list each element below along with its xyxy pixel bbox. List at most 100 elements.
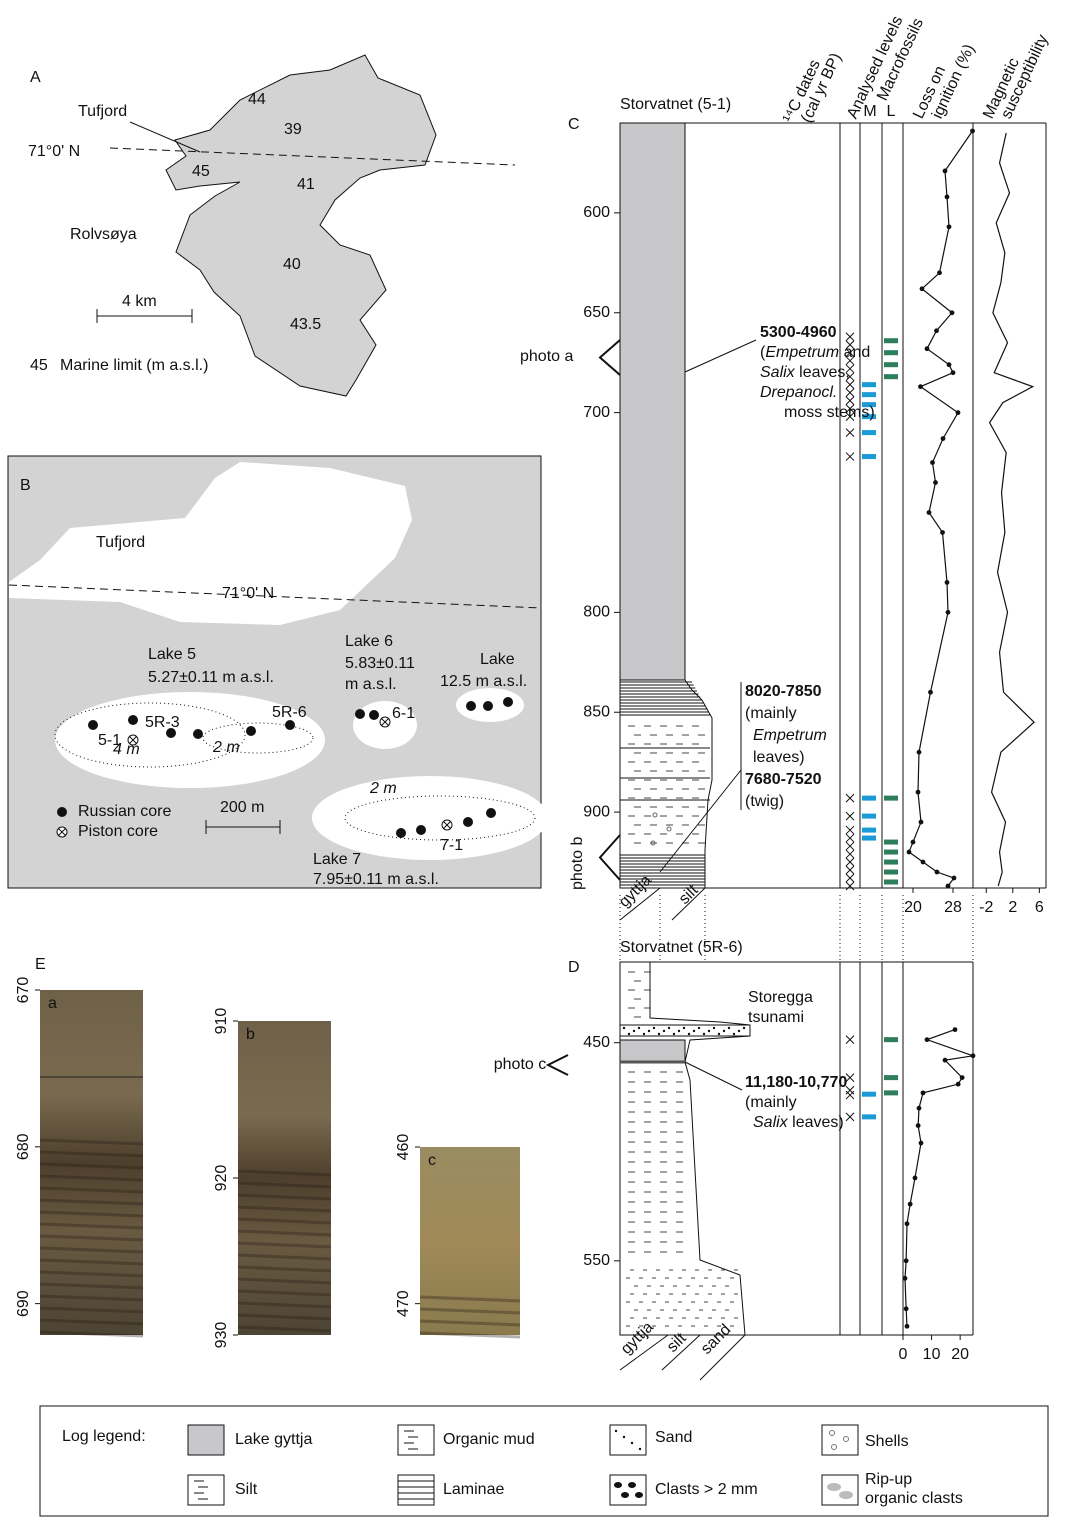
depth-tick-label: 850 [583, 703, 610, 720]
macrofossil-l [884, 1037, 898, 1042]
panel-label: C [568, 116, 580, 133]
depth-tick-label: 910 [213, 1008, 230, 1035]
date-annotation: Salix leaves, [760, 364, 850, 381]
loi-point [927, 510, 932, 515]
loi-point [911, 840, 916, 845]
sand-dot [623, 1027, 625, 1029]
loi-point [933, 480, 938, 485]
annotation-part: (mainly [745, 1094, 797, 1111]
sand-dot [698, 1027, 700, 1029]
macrofossil-l [884, 850, 898, 855]
analysed-level [846, 826, 854, 834]
icon-rip-up [827, 1483, 841, 1491]
legend-label: Rip-up [865, 1471, 912, 1488]
legend-icon [822, 1425, 858, 1455]
photo-label: photo b [569, 837, 586, 890]
legend-icon [398, 1425, 434, 1455]
annotation-part: Empetrum [753, 727, 827, 744]
macrofossil-l [884, 880, 898, 885]
analysed-level [846, 794, 854, 802]
sand-dot [728, 1027, 730, 1029]
annotation-part: leaves, [795, 364, 850, 381]
analysed-level [846, 453, 854, 461]
sand-dot [668, 1027, 670, 1029]
legend-label: Silt [235, 1481, 258, 1498]
macrofossil-l [884, 1090, 898, 1095]
core-photo [420, 1147, 520, 1335]
legend-label: Shells [865, 1433, 909, 1450]
analysed-level [846, 882, 854, 890]
lake-elevation: 5.27±0.11 m a.s.l. [148, 669, 274, 686]
photo-marker [548, 1055, 568, 1075]
place-label: Tufjord [78, 103, 127, 120]
date-annotation: moss stems) [784, 404, 875, 421]
sand-dot [643, 1033, 645, 1035]
depth-tick-label: 680 [15, 1133, 32, 1160]
sand-dot [653, 1027, 655, 1029]
loi-point [960, 1075, 965, 1080]
legend-icon [188, 1475, 224, 1505]
loi-point [905, 1324, 910, 1329]
loi-point [904, 1306, 909, 1311]
log-title: Storvatnet (5-1) [620, 96, 731, 113]
icon-box [398, 1425, 434, 1455]
icon-box [822, 1425, 858, 1455]
annotation-part: leaves) [788, 1114, 844, 1131]
legend-label: Clasts > 2 mm [655, 1481, 758, 1498]
sand-dot [648, 1030, 650, 1032]
analysed-level [846, 381, 854, 389]
analysed-level [846, 812, 854, 820]
russian-core [369, 710, 379, 720]
macrofossil-m [862, 796, 876, 801]
sand-dot [708, 1030, 710, 1032]
loi-point [971, 1053, 976, 1058]
loi-point [916, 1123, 921, 1128]
marine-limit: 41 [297, 176, 315, 193]
lake-gyttja [620, 123, 685, 680]
loi-point [956, 1082, 961, 1087]
lake-name: Lake 6 [345, 633, 393, 650]
icon-clast [614, 1482, 622, 1488]
loi-point [945, 195, 950, 200]
core-label: 5R-6 [272, 704, 307, 721]
core-photo [238, 1021, 331, 1335]
loi-point [937, 270, 942, 275]
loi-point [943, 1058, 948, 1063]
analysed-level [846, 866, 854, 874]
photo-label: photo a [520, 348, 573, 365]
photo-letter: c [428, 1152, 436, 1169]
figure: ATufjord71°0' NRolvsøya4 km443945414043.… [0, 0, 1068, 1521]
loi-point [916, 790, 921, 795]
loi-point [946, 610, 951, 615]
loi-point [919, 820, 924, 825]
annotation-part: (twig) [745, 793, 784, 810]
sand-dot [633, 1030, 635, 1032]
lake-elevation: 7.95±0.11 m a.s.l. [313, 871, 439, 888]
marine-limit: 40 [283, 256, 301, 273]
loi-point [956, 410, 961, 415]
lake-name: Lake 7 [313, 851, 361, 868]
lake-elevation: 12.5 m a.s.l. [440, 673, 527, 690]
column-header: M [863, 103, 876, 120]
macrofossil-m [862, 430, 876, 435]
loi-point [917, 1106, 922, 1111]
log-outline [620, 962, 750, 1335]
macrofossil-m [862, 814, 876, 819]
loi-point [908, 1202, 913, 1207]
marine-limit: 45 [192, 163, 210, 180]
legend-value: 45 [30, 357, 48, 374]
depth-tick-label: 690 [15, 1290, 32, 1317]
russian-core [128, 715, 138, 725]
analysed-level [846, 429, 854, 437]
lake-name: Lake 5 [148, 646, 196, 663]
macrofossil-m [862, 1114, 876, 1119]
island-label: Rolvsøya [70, 226, 137, 243]
loi-point [941, 436, 946, 441]
icon-rip-up [839, 1491, 853, 1499]
legend-text: Russian core [78, 803, 171, 820]
loi-point [934, 328, 939, 333]
loi-tick-label: 10 [923, 1346, 941, 1363]
lake-gyttja [620, 1040, 685, 1062]
macrofossil-l [884, 338, 898, 343]
depth-tick-label: 800 [583, 604, 610, 621]
